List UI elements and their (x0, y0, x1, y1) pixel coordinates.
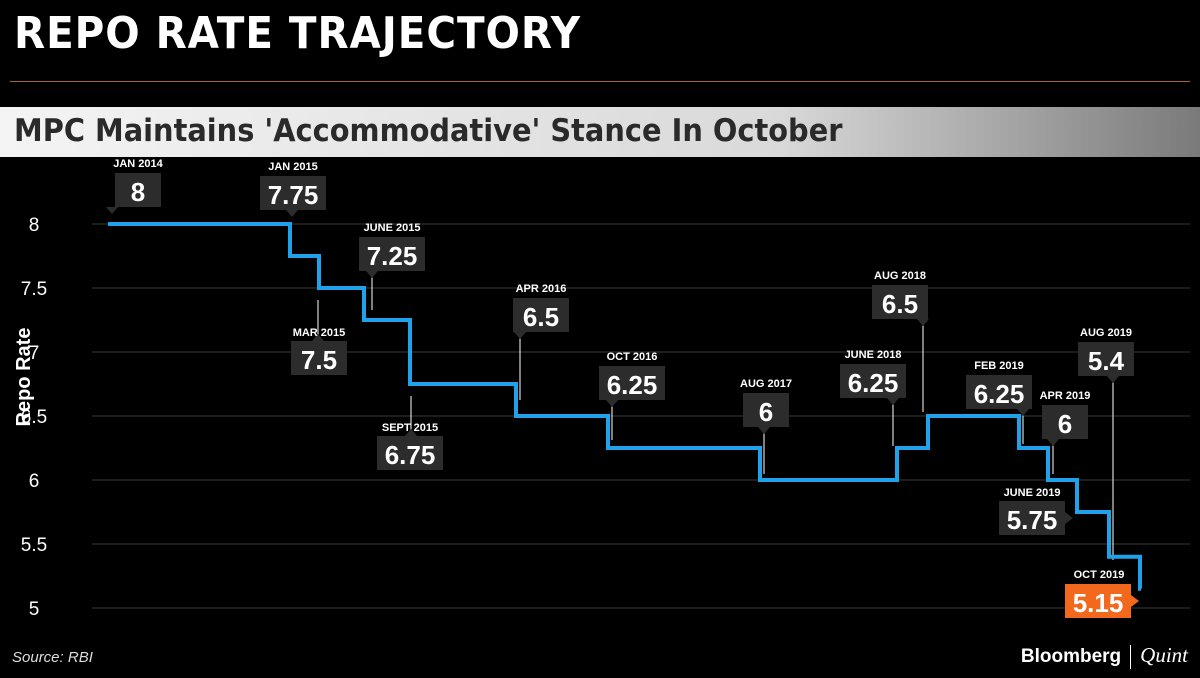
value-callout-box (1065, 584, 1131, 618)
data-value-label: 7.5 (301, 345, 337, 375)
data-value-label: 6 (1058, 409, 1072, 439)
data-date-label: JAN 2014 (113, 158, 163, 170)
data-value-label: 6.5 (523, 302, 559, 332)
y-tick-label: 8 (29, 215, 40, 236)
data-value-label: 7.75 (268, 180, 319, 210)
y-tick-label: 6.5 (21, 407, 47, 428)
data-value-label: 5.15 (1073, 588, 1124, 618)
data-date-label: JAN 2015 (268, 161, 318, 173)
value-callout-box (260, 176, 326, 210)
callout-pointer (366, 271, 378, 278)
data-value-label: 6.25 (974, 379, 1025, 409)
repo-rate-chart: 5 5.5 6 6.5 7 7.5 8 Repo Rate 8 JAN 2014 7.75 JAN 2… (13, 158, 1190, 620)
chart-title: REPO RATE TRAJECTORY (14, 8, 581, 59)
chart-subtitle: MPC Maintains 'Accommodative' Stance In … (14, 113, 843, 149)
value-callout-box (999, 501, 1065, 535)
data-date-label: AUG 2019 (1080, 327, 1132, 339)
value-callout-box (840, 364, 906, 398)
subtitle-banner: MPC Maintains 'Accommodative' Stance In … (0, 107, 1200, 157)
value-callout-box (1042, 405, 1088, 439)
data-date-label: SEPT 2015 (382, 422, 438, 434)
callout-pointer (758, 427, 770, 434)
y-tick-label: 6 (29, 471, 40, 492)
source-note: Source: RBI (12, 649, 93, 666)
data-value-label: 6.5 (882, 289, 918, 319)
value-callout-box (359, 237, 425, 271)
y-tick-label: 5.5 (21, 535, 47, 556)
y-tick-label: 7 (29, 343, 40, 364)
value-callout-box (872, 285, 928, 319)
data-date-label: FEB 2019 (974, 360, 1024, 372)
repo-rate-step-line (108, 222, 1142, 591)
data-date-label: JUNE 2018 (845, 349, 902, 361)
value-callout-box (599, 366, 665, 400)
data-date-label: AUG 2017 (740, 378, 792, 390)
callout-pointer (887, 398, 899, 405)
brand-logo: Bloomberg Quint (1021, 643, 1188, 669)
value-callout-box (1078, 342, 1134, 376)
data-value-label: 5.75 (1007, 505, 1058, 535)
callout-pointer (1047, 439, 1059, 446)
data-date-label: OCT 2016 (607, 351, 658, 363)
callout-pointer (1131, 595, 1139, 607)
title-divider (10, 81, 1190, 82)
data-value-label: 6.75 (385, 440, 436, 470)
value-callout-box (115, 173, 161, 207)
value-callout-box (513, 298, 569, 332)
data-date-label: MAR 2015 (293, 327, 346, 339)
value-callout-box (966, 375, 1032, 409)
data-date-label: AUG 2018 (874, 270, 926, 282)
brand-separator (1130, 645, 1132, 669)
data-value-label: 5.4 (1088, 346, 1125, 376)
data-date-label: OCT 2019 (1074, 569, 1125, 581)
value-callout-box (743, 393, 789, 427)
value-callout-box (291, 341, 347, 375)
data-value-label: 8 (131, 177, 145, 207)
y-tick-label: 5 (29, 599, 40, 620)
callout-pointer (1107, 376, 1119, 383)
y-axis-label: Repo Rate (13, 328, 35, 427)
callout-pointer (312, 334, 324, 341)
callout-pointer (286, 210, 298, 217)
callout-pointer (1065, 512, 1073, 524)
brand-name: Bloomberg (1020, 646, 1122, 668)
data-value-label: 7.25 (367, 241, 418, 271)
callout-pointer (606, 400, 618, 407)
data-value-label: 6.25 (607, 370, 658, 400)
data-date-label: JUNE 2015 (364, 222, 421, 234)
data-value-label: 6 (759, 397, 773, 427)
callout-pointer (514, 332, 526, 339)
data-date-label: JUNE 2019 (1004, 487, 1061, 499)
value-callout-box (377, 436, 443, 470)
callout-pointer (1017, 409, 1029, 416)
callout-pointer (106, 207, 118, 214)
brand-partner: Quint (1140, 643, 1188, 668)
data-date-label: APR 2016 (516, 283, 567, 295)
callout-pointer (917, 319, 929, 326)
callout-pointer (405, 429, 417, 436)
y-tick-label: 7.5 (21, 279, 47, 300)
data-date-label: APR 2019 (1040, 390, 1091, 402)
data-value-label: 6.25 (848, 368, 899, 398)
